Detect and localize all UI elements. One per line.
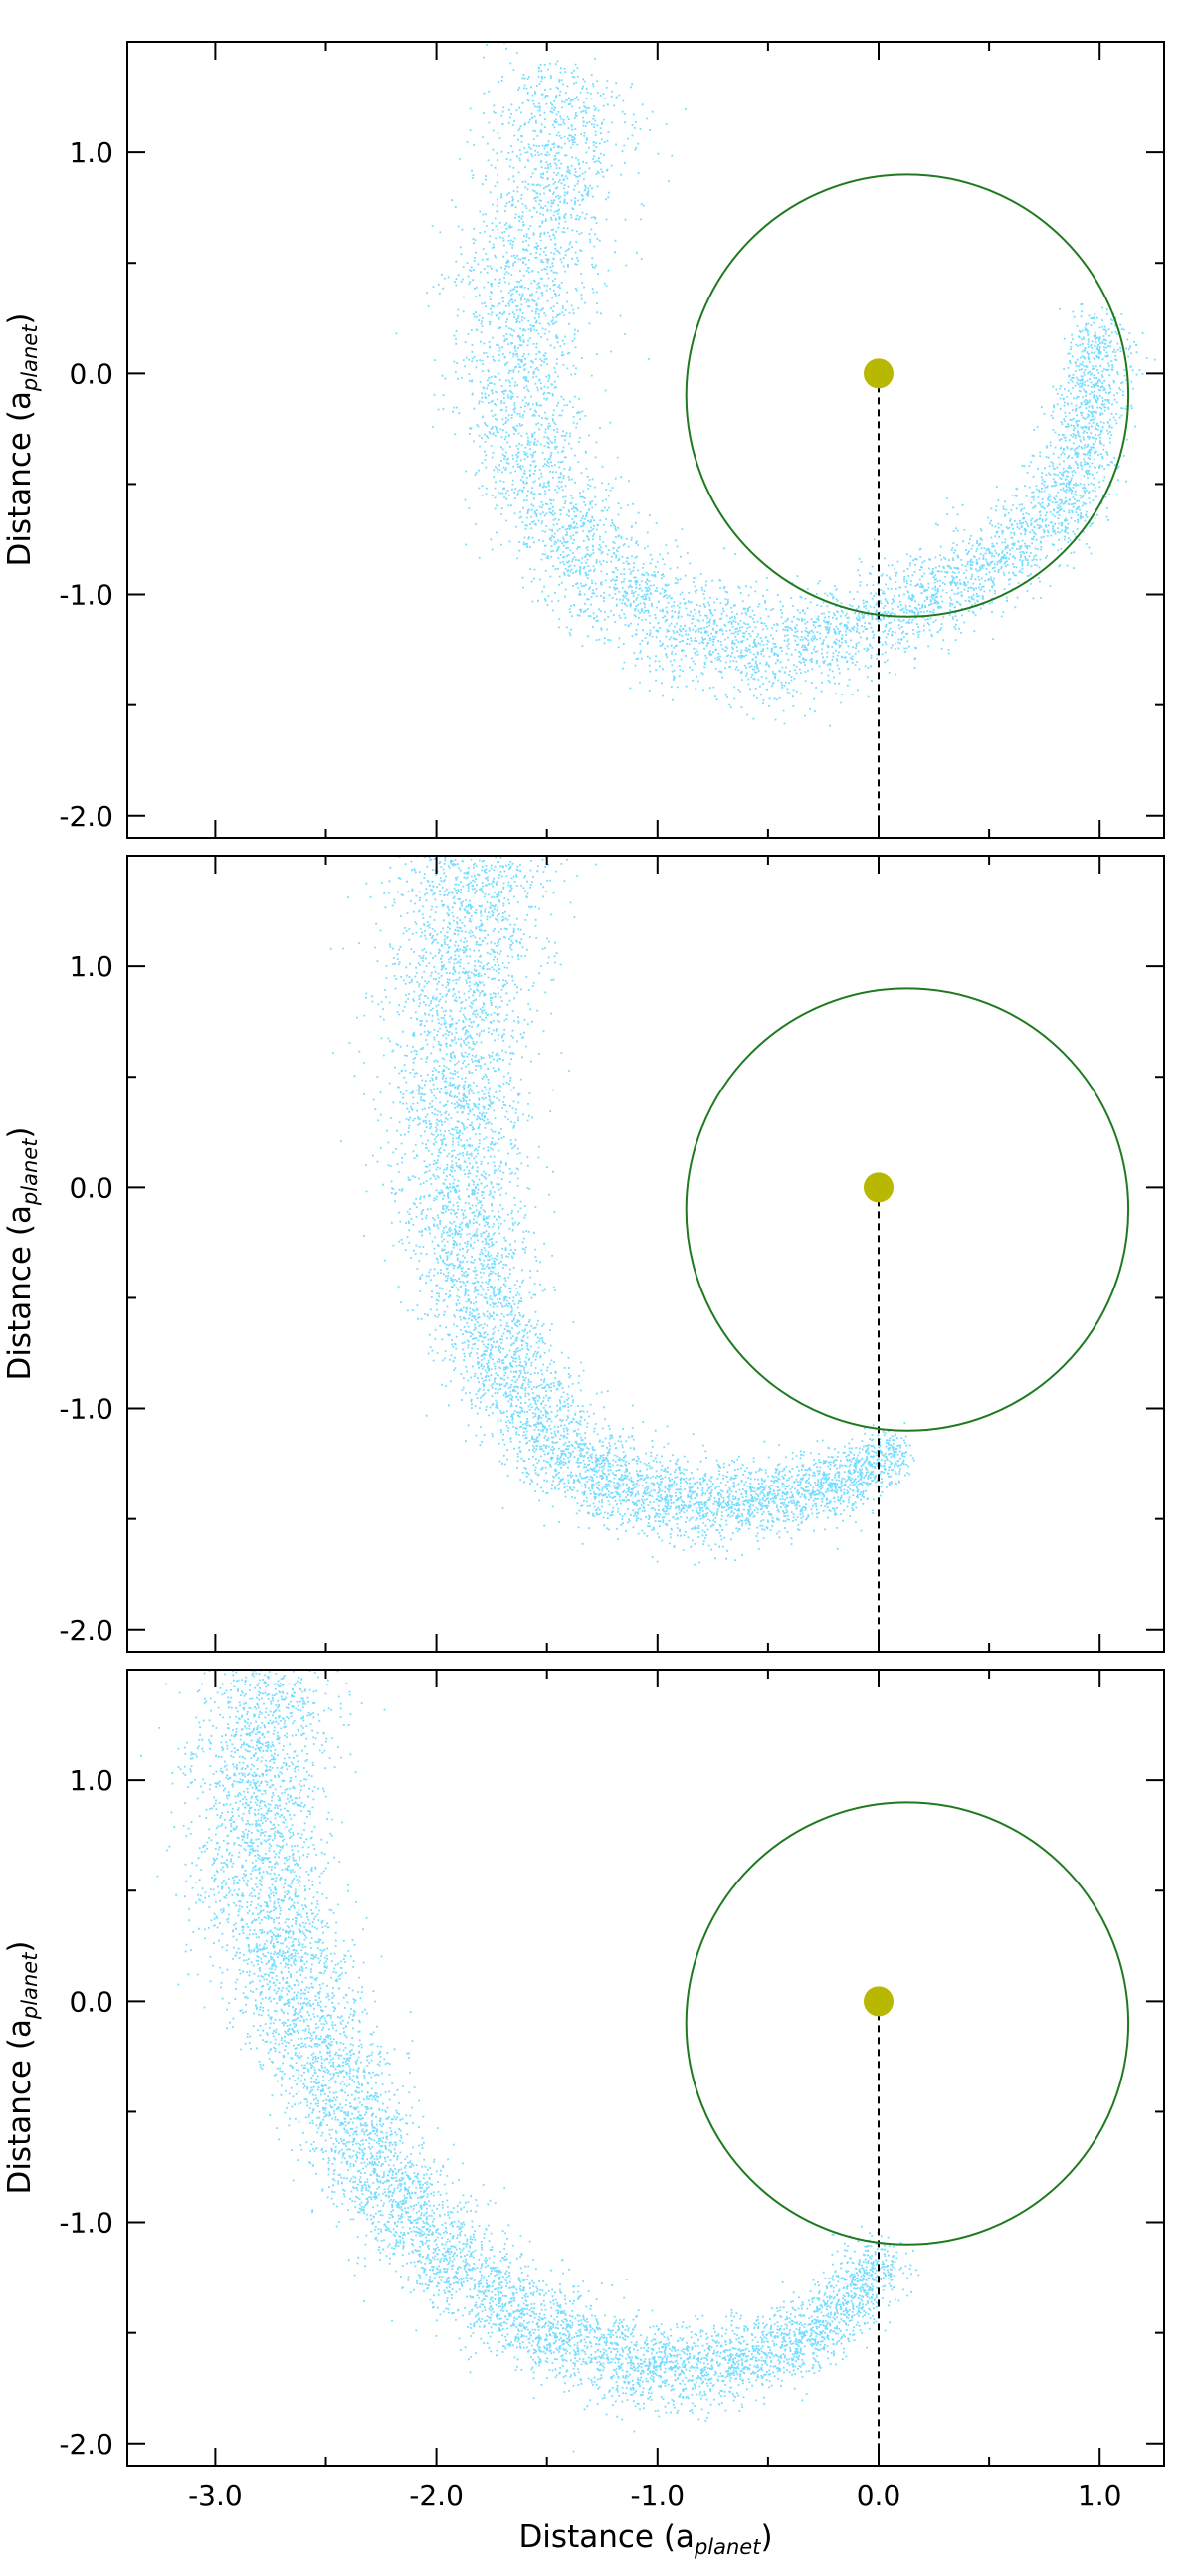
y-axis-label: Distance (aplanet) xyxy=(2,312,42,566)
x-tick-label: -3.0 xyxy=(188,2479,243,2512)
y-tick-label: -2.0 xyxy=(59,2428,113,2461)
y-tick-label: -2.0 xyxy=(59,1614,113,1647)
star-marker xyxy=(864,1172,894,1203)
orbit-circle xyxy=(685,987,1130,1432)
y-tick-label: -1.0 xyxy=(59,1393,113,1426)
particle-cloud xyxy=(395,42,1156,727)
y-tick-label: 1.0 xyxy=(69,1764,113,1797)
orbit-circle xyxy=(685,1801,1130,2246)
star-marker xyxy=(864,1986,894,2017)
y-tick-label: -1.0 xyxy=(59,579,113,612)
x-axis-label: Distance (aplanet) xyxy=(518,2519,772,2559)
y-tick-label: -2.0 xyxy=(59,800,113,833)
panel-bottom: 1.0 0.0 -1.0 -2.0 -3.0 -2.0 -1.0 0.0 1.0 Distance… xyxy=(2,1669,1165,2559)
axes-frame xyxy=(126,855,1165,1653)
y-tick-label: 0.0 xyxy=(69,357,113,390)
y-tick-label: 1.0 xyxy=(69,136,113,169)
x-tick-label: -1.0 xyxy=(630,2479,685,2512)
y-tick-label: -1.0 xyxy=(59,2207,113,2240)
particle-cloud xyxy=(140,1670,920,2453)
panel-middle: 1.0 0.0 -1.0 -2.0 Distance (aplanet) xyxy=(2,855,1165,1653)
panel-top: 1.0 0.0 -1.0 -2.0 Distance (aplanet) xyxy=(2,41,1165,839)
star-marker xyxy=(864,358,894,389)
y-tick-label: 0.0 xyxy=(69,1171,113,1204)
particle-cloud xyxy=(329,856,915,1566)
y-axis-label: Distance (aplanet) xyxy=(2,1126,42,1380)
axes-frame xyxy=(126,41,1165,839)
axes-frame xyxy=(126,1669,1165,2467)
y-tick-label: 1.0 xyxy=(69,950,113,983)
y-axis-label: Distance (aplanet) xyxy=(2,1940,42,2194)
x-tick-label: 1.0 xyxy=(1078,2479,1122,2512)
orbit-circle xyxy=(685,173,1130,618)
y-tick-label: 0.0 xyxy=(69,1985,113,2018)
x-tick-label: -2.0 xyxy=(409,2479,464,2512)
x-tick-label: 0.0 xyxy=(857,2479,901,2512)
